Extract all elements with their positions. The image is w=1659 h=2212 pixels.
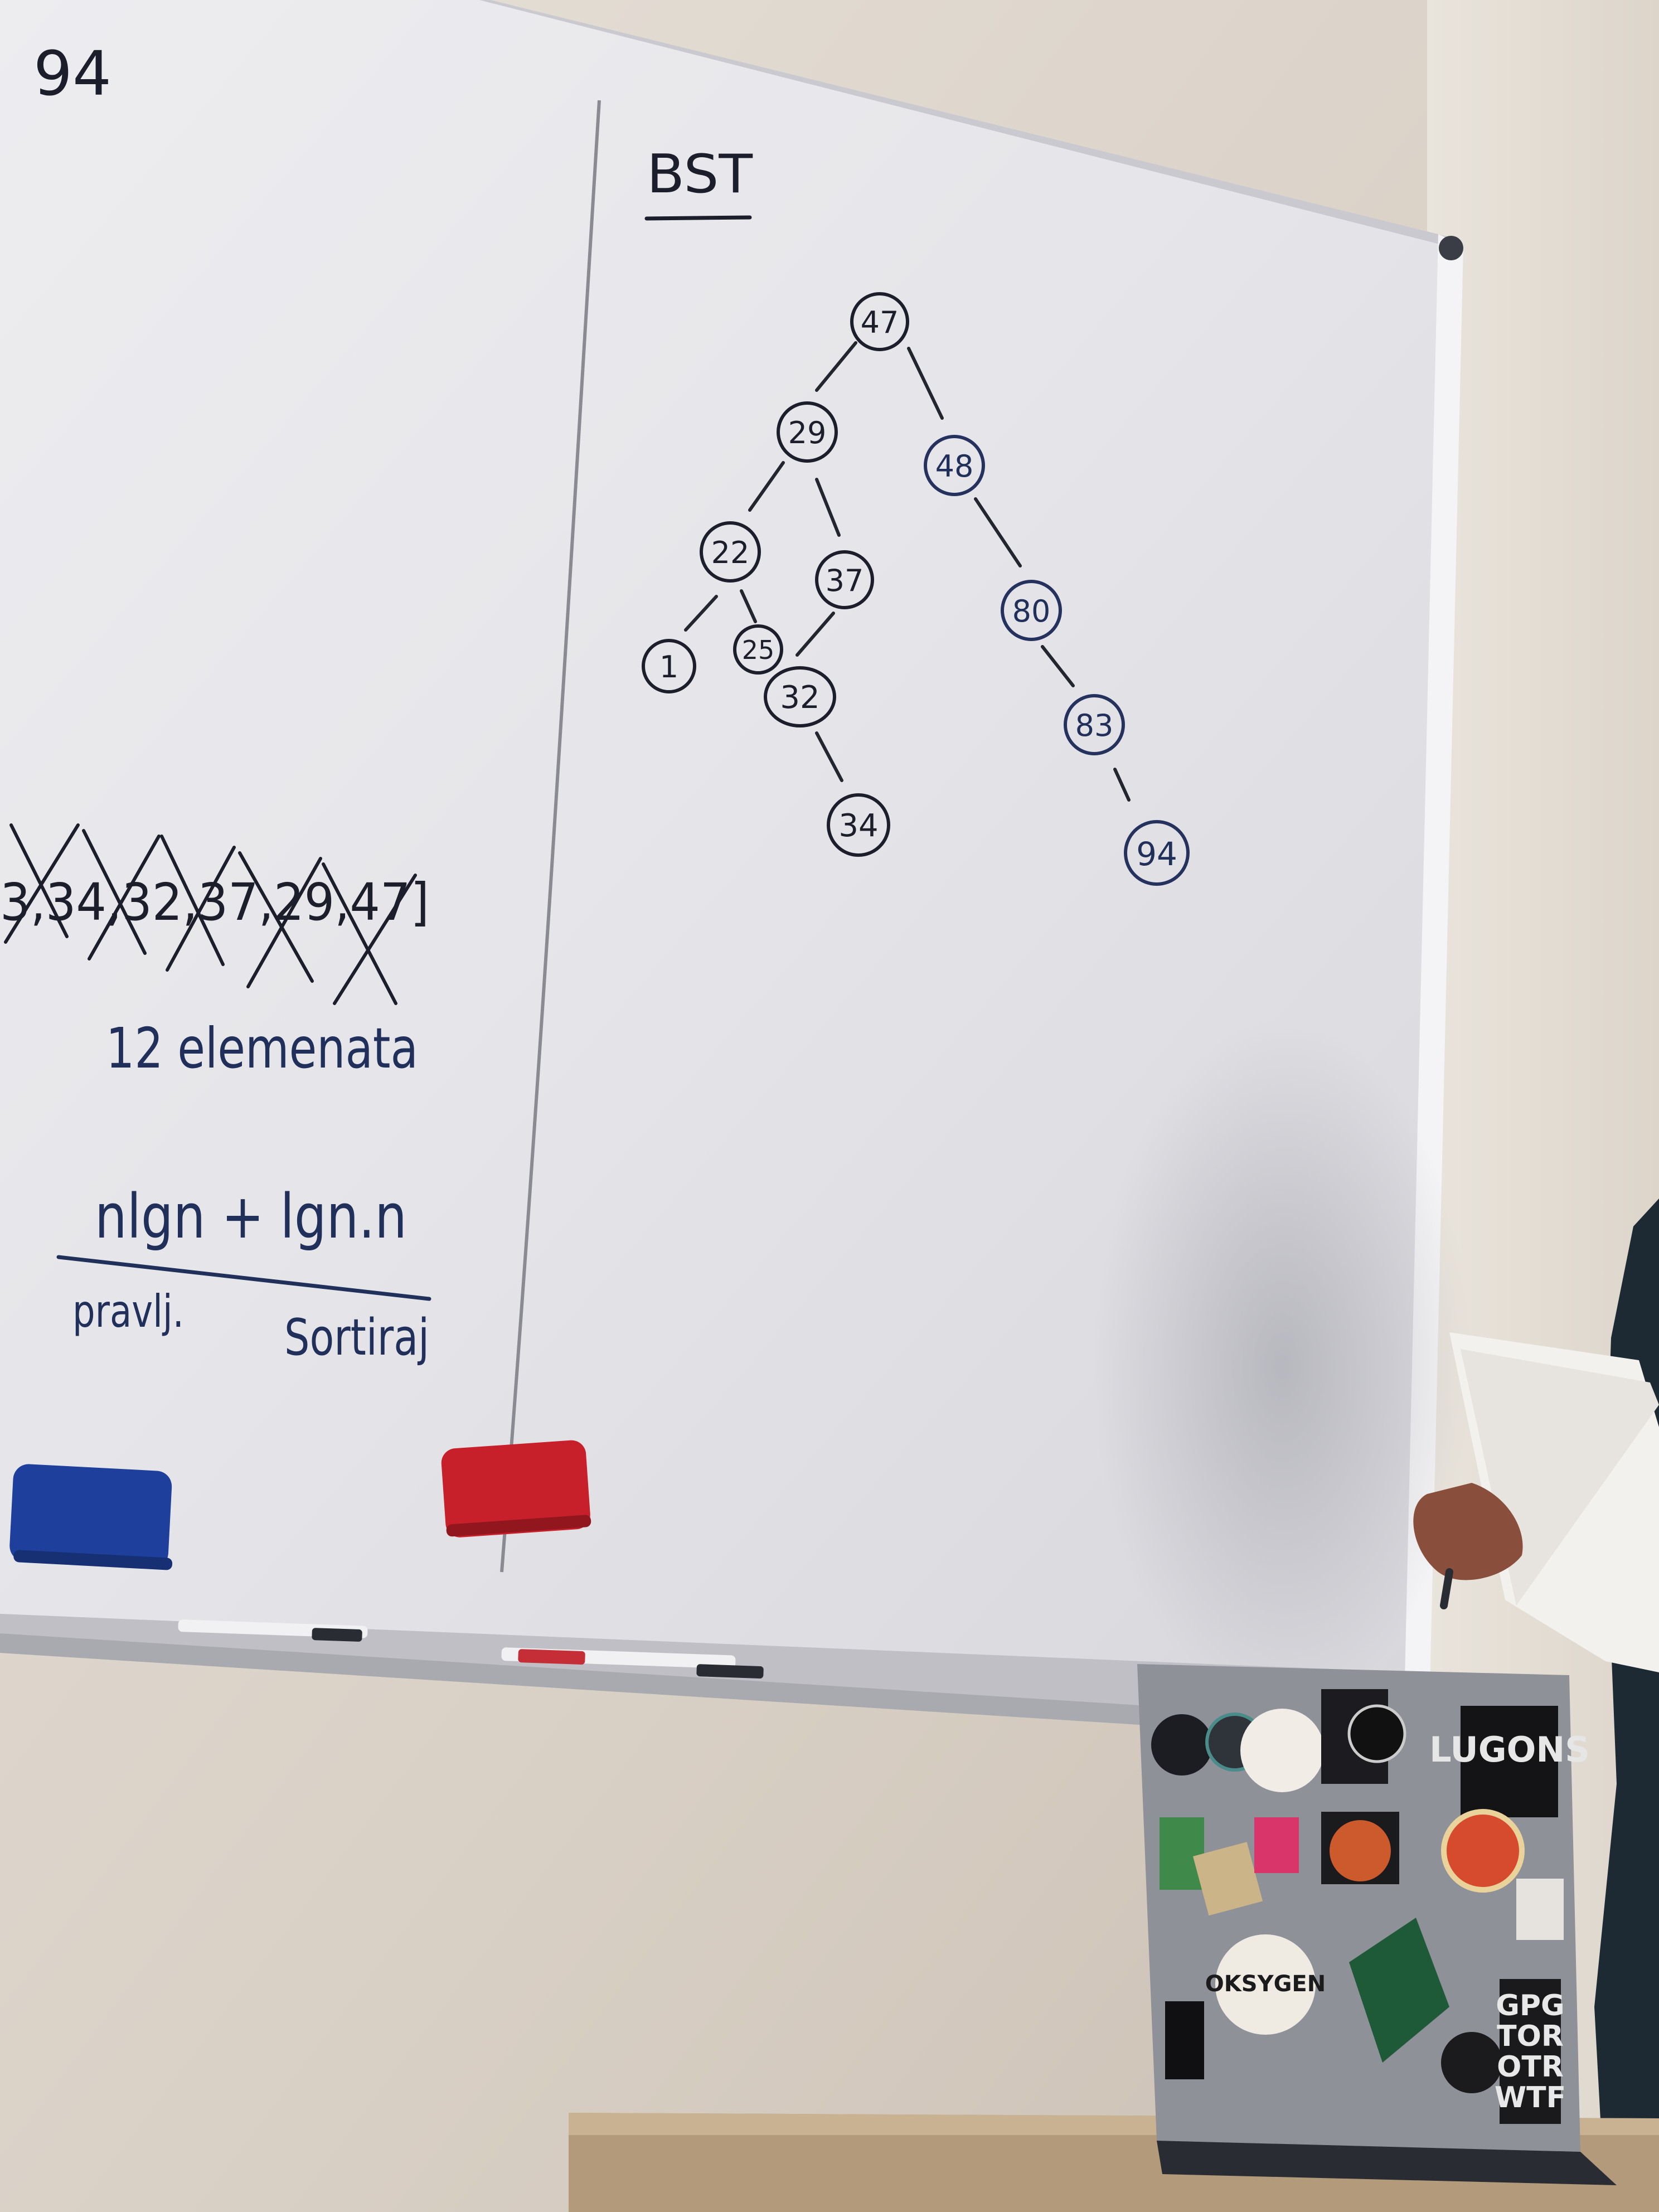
bst-node-1: 1: [642, 639, 696, 693]
edge-22-1: [684, 595, 718, 632]
sticker-dark-green: [1349, 1918, 1449, 2063]
sticker-gpg: GPG: [1496, 1989, 1564, 2022]
svg-text:25: 25: [742, 635, 775, 665]
pen: [1440, 1568, 1453, 1609]
sticker-circle-white-ring: [1347, 1704, 1406, 1763]
edge-22-25: [740, 589, 757, 623]
laptop-base: [1157, 2141, 1617, 2185]
bst-node-48: 48: [924, 435, 985, 496]
svg-text:47: 47: [861, 305, 899, 340]
sticker-black-circle: [1151, 1714, 1212, 1776]
board-corner-cap: [1439, 236, 1463, 260]
board-divider-line: [500, 100, 601, 1573]
edge-80-83: [1041, 645, 1075, 687]
sticker-pink: [1254, 1817, 1299, 1873]
bst-node-47: 47: [850, 292, 909, 351]
bst-node-80: 80: [1001, 580, 1062, 641]
bst-title-underline: [644, 215, 752, 221]
bst-diagram: BST 47 29 48: [642, 144, 1190, 886]
bst-node-94: 94: [1124, 820, 1190, 886]
bst-edges: [684, 341, 1131, 802]
edge-47-29: [815, 341, 857, 392]
element-count: 12 elemenata: [106, 1016, 418, 1081]
sticker-tan: [1193, 1842, 1263, 1916]
eraser-red: [441, 1440, 591, 1537]
person-shadow: [1093, 1020, 1472, 1711]
sticker-white-mask: [1516, 1879, 1564, 1940]
svg-text:29: 29: [788, 415, 827, 450]
bst-node-37: 37: [815, 550, 874, 609]
formula-left-label: pravlj.: [72, 1286, 184, 1337]
whiteboard: [0, 0, 1472, 1725]
svg-text:83: 83: [1075, 708, 1114, 743]
bst-node-29: 29: [777, 401, 838, 463]
hand: [1413, 1483, 1523, 1580]
edge-32-34: [815, 731, 843, 782]
top-number: 94: [33, 38, 111, 109]
sticker-black-round: [1441, 2032, 1502, 2093]
sticker-white-circle: [1240, 1709, 1324, 1792]
strike-marks: [4, 823, 417, 1005]
bst-node-22: 22: [700, 521, 761, 583]
svg-text:1: 1: [659, 649, 678, 685]
formula: nlgn + lgn.n: [95, 1181, 407, 1252]
bst-title: BST: [647, 144, 753, 205]
bst-node-34: 34: [827, 793, 890, 857]
svg-text:22: 22: [711, 535, 750, 570]
edge-37-32: [795, 612, 835, 657]
formula-right-label: Sortiraj: [284, 1308, 429, 1367]
sticker-green: [1160, 1817, 1204, 1890]
sticker-wtf: WTF: [1495, 2081, 1566, 2114]
edge-29-22: [748, 461, 785, 512]
svg-text:34: 34: [838, 808, 878, 844]
marker-cap-black-2: [696, 1664, 764, 1679]
sticker-black-tall: [1165, 2001, 1204, 2079]
person: [1413, 1199, 1659, 2212]
sticker-gpg-bg: [1500, 1979, 1561, 2124]
edge-83-94: [1113, 768, 1131, 802]
sticker-lugons: LUGONS: [1429, 1729, 1590, 1770]
svg-text:80: 80: [1012, 594, 1051, 629]
bst-node-32: 32: [764, 666, 836, 727]
edge-48-80: [974, 497, 1022, 567]
sticker-lugons-bg: [1461, 1706, 1558, 1817]
svg-text:32: 32: [780, 680, 819, 716]
marker-cap-black: [312, 1628, 362, 1642]
svg-text:37: 37: [826, 563, 864, 598]
eraser-blue: [9, 1464, 173, 1570]
edge-47-48: [907, 347, 944, 420]
marker-tray-lip: [0, 1633, 1148, 1725]
marker-cap-red: [518, 1649, 585, 1665]
bst-node-83: 83: [1064, 694, 1125, 755]
formula-underline: [56, 1255, 431, 1301]
edge-29-37: [815, 478, 841, 537]
sticker-otr: OTR: [1497, 2050, 1564, 2084]
whiteboard-surface: [0, 0, 1444, 1672]
svg-text:48: 48: [935, 449, 974, 484]
bst-node-25: 25: [733, 624, 783, 675]
left-board-notes: 94 3,34,32,37,29,47] 12 elemenata nlgn +…: [0, 38, 431, 1367]
sticker-orange-circle: [1330, 1820, 1391, 1881]
sticker-oksygen-bg: [1215, 1934, 1316, 2035]
sticker-oksygen: OKSYGEN: [1205, 1971, 1326, 1997]
laptop: LUGONS OKSYGEN GPG TOR OTR WTF: [1137, 1664, 1617, 2185]
sticker-tor: TOR: [1497, 2020, 1564, 2053]
sticker-red-ring: [1441, 1809, 1525, 1893]
svg-text:94: 94: [1136, 835, 1177, 873]
